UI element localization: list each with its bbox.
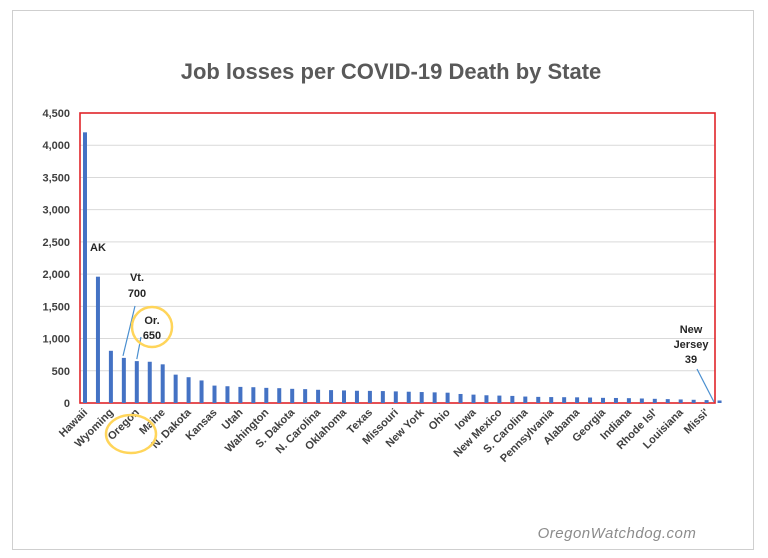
- annotation-vt-value: 700: [128, 288, 146, 300]
- y-tick-label: 3,000: [42, 205, 70, 217]
- chart-title: Job losses per COVID-19 Death by State: [181, 59, 602, 84]
- bar: [225, 386, 230, 403]
- bar: [678, 399, 683, 403]
- bar: [342, 390, 346, 403]
- job-losses-chart: Job losses per COVID-19 Death by State 0…: [42, 59, 722, 542]
- bar: [380, 391, 385, 403]
- bar: [367, 390, 372, 403]
- annotation-nj-2: Jersey: [674, 339, 710, 351]
- y-tick-label: 4,000: [42, 140, 70, 152]
- bar: [186, 377, 191, 403]
- bar: [393, 391, 398, 403]
- bar: [303, 389, 308, 403]
- y-tick-label: 2,500: [42, 237, 70, 249]
- vt-leader-line: [122, 305, 136, 357]
- bar: [354, 390, 359, 403]
- bar: [510, 395, 515, 403]
- bar: [717, 400, 722, 403]
- bar: [251, 387, 256, 403]
- bar: [406, 391, 411, 403]
- y-tick-label: 1,000: [42, 334, 70, 346]
- bar: [639, 398, 644, 403]
- bar: [147, 361, 152, 403]
- bar: [613, 397, 618, 403]
- bar: [484, 395, 489, 403]
- bar: [626, 398, 631, 403]
- bar: [652, 398, 657, 403]
- x-tick-label: Missi': [682, 406, 712, 436]
- bar: [290, 388, 295, 403]
- y-tick-label: 500: [52, 366, 70, 378]
- bar: [575, 397, 580, 403]
- chart-frame: Job losses per COVID-19 Death by State 0…: [12, 10, 754, 550]
- bar: [121, 357, 126, 403]
- bar: [691, 399, 696, 403]
- bar: [497, 395, 502, 403]
- bar: [83, 132, 87, 403]
- bar: [471, 394, 476, 403]
- y-tick-label: 4,500: [42, 108, 70, 120]
- annotation-nj: New: [680, 324, 703, 336]
- bar: [134, 361, 139, 403]
- bar: [329, 390, 334, 403]
- bar: [588, 397, 593, 403]
- nj-leader-line: [696, 368, 715, 403]
- plot-area-border: [79, 112, 716, 404]
- bar: [264, 387, 269, 403]
- annotation-ak: AK: [90, 242, 106, 254]
- bar: [419, 392, 424, 403]
- bar: [277, 388, 282, 403]
- oregon-highlight-circle: [130, 305, 174, 349]
- annotation-or-value: 650: [143, 330, 161, 342]
- annotation-vt: Vt.: [130, 272, 144, 284]
- y-tick-label: 2,000: [42, 269, 70, 281]
- bar: [562, 397, 567, 403]
- bar: [238, 386, 243, 403]
- bar: [160, 364, 165, 403]
- bar: [432, 392, 437, 403]
- bar: [212, 385, 217, 403]
- oregon-label-highlight: [104, 413, 158, 455]
- bar: [523, 396, 528, 403]
- bar: [108, 350, 113, 403]
- annotation-or: Or.: [144, 315, 159, 327]
- watermark: OregonWatchdog.com: [538, 525, 697, 542]
- bar: [173, 374, 178, 403]
- bar: [199, 380, 204, 403]
- annotation-nj-value: 39: [685, 354, 697, 366]
- bar: [445, 392, 450, 403]
- y-tick-label: 1,500: [42, 301, 70, 313]
- bar: [549, 397, 554, 403]
- bar: [665, 399, 670, 403]
- x-tick-label: Ohio: [427, 406, 453, 432]
- bar: [536, 396, 541, 403]
- bar: [95, 276, 100, 403]
- or-leader-line: [136, 336, 142, 360]
- y-tick-label: 0: [64, 398, 70, 410]
- bar: [704, 400, 709, 403]
- bar: [601, 397, 605, 403]
- bar: [458, 393, 463, 403]
- y-tick-label: 3,500: [42, 172, 70, 184]
- bar: [316, 389, 321, 403]
